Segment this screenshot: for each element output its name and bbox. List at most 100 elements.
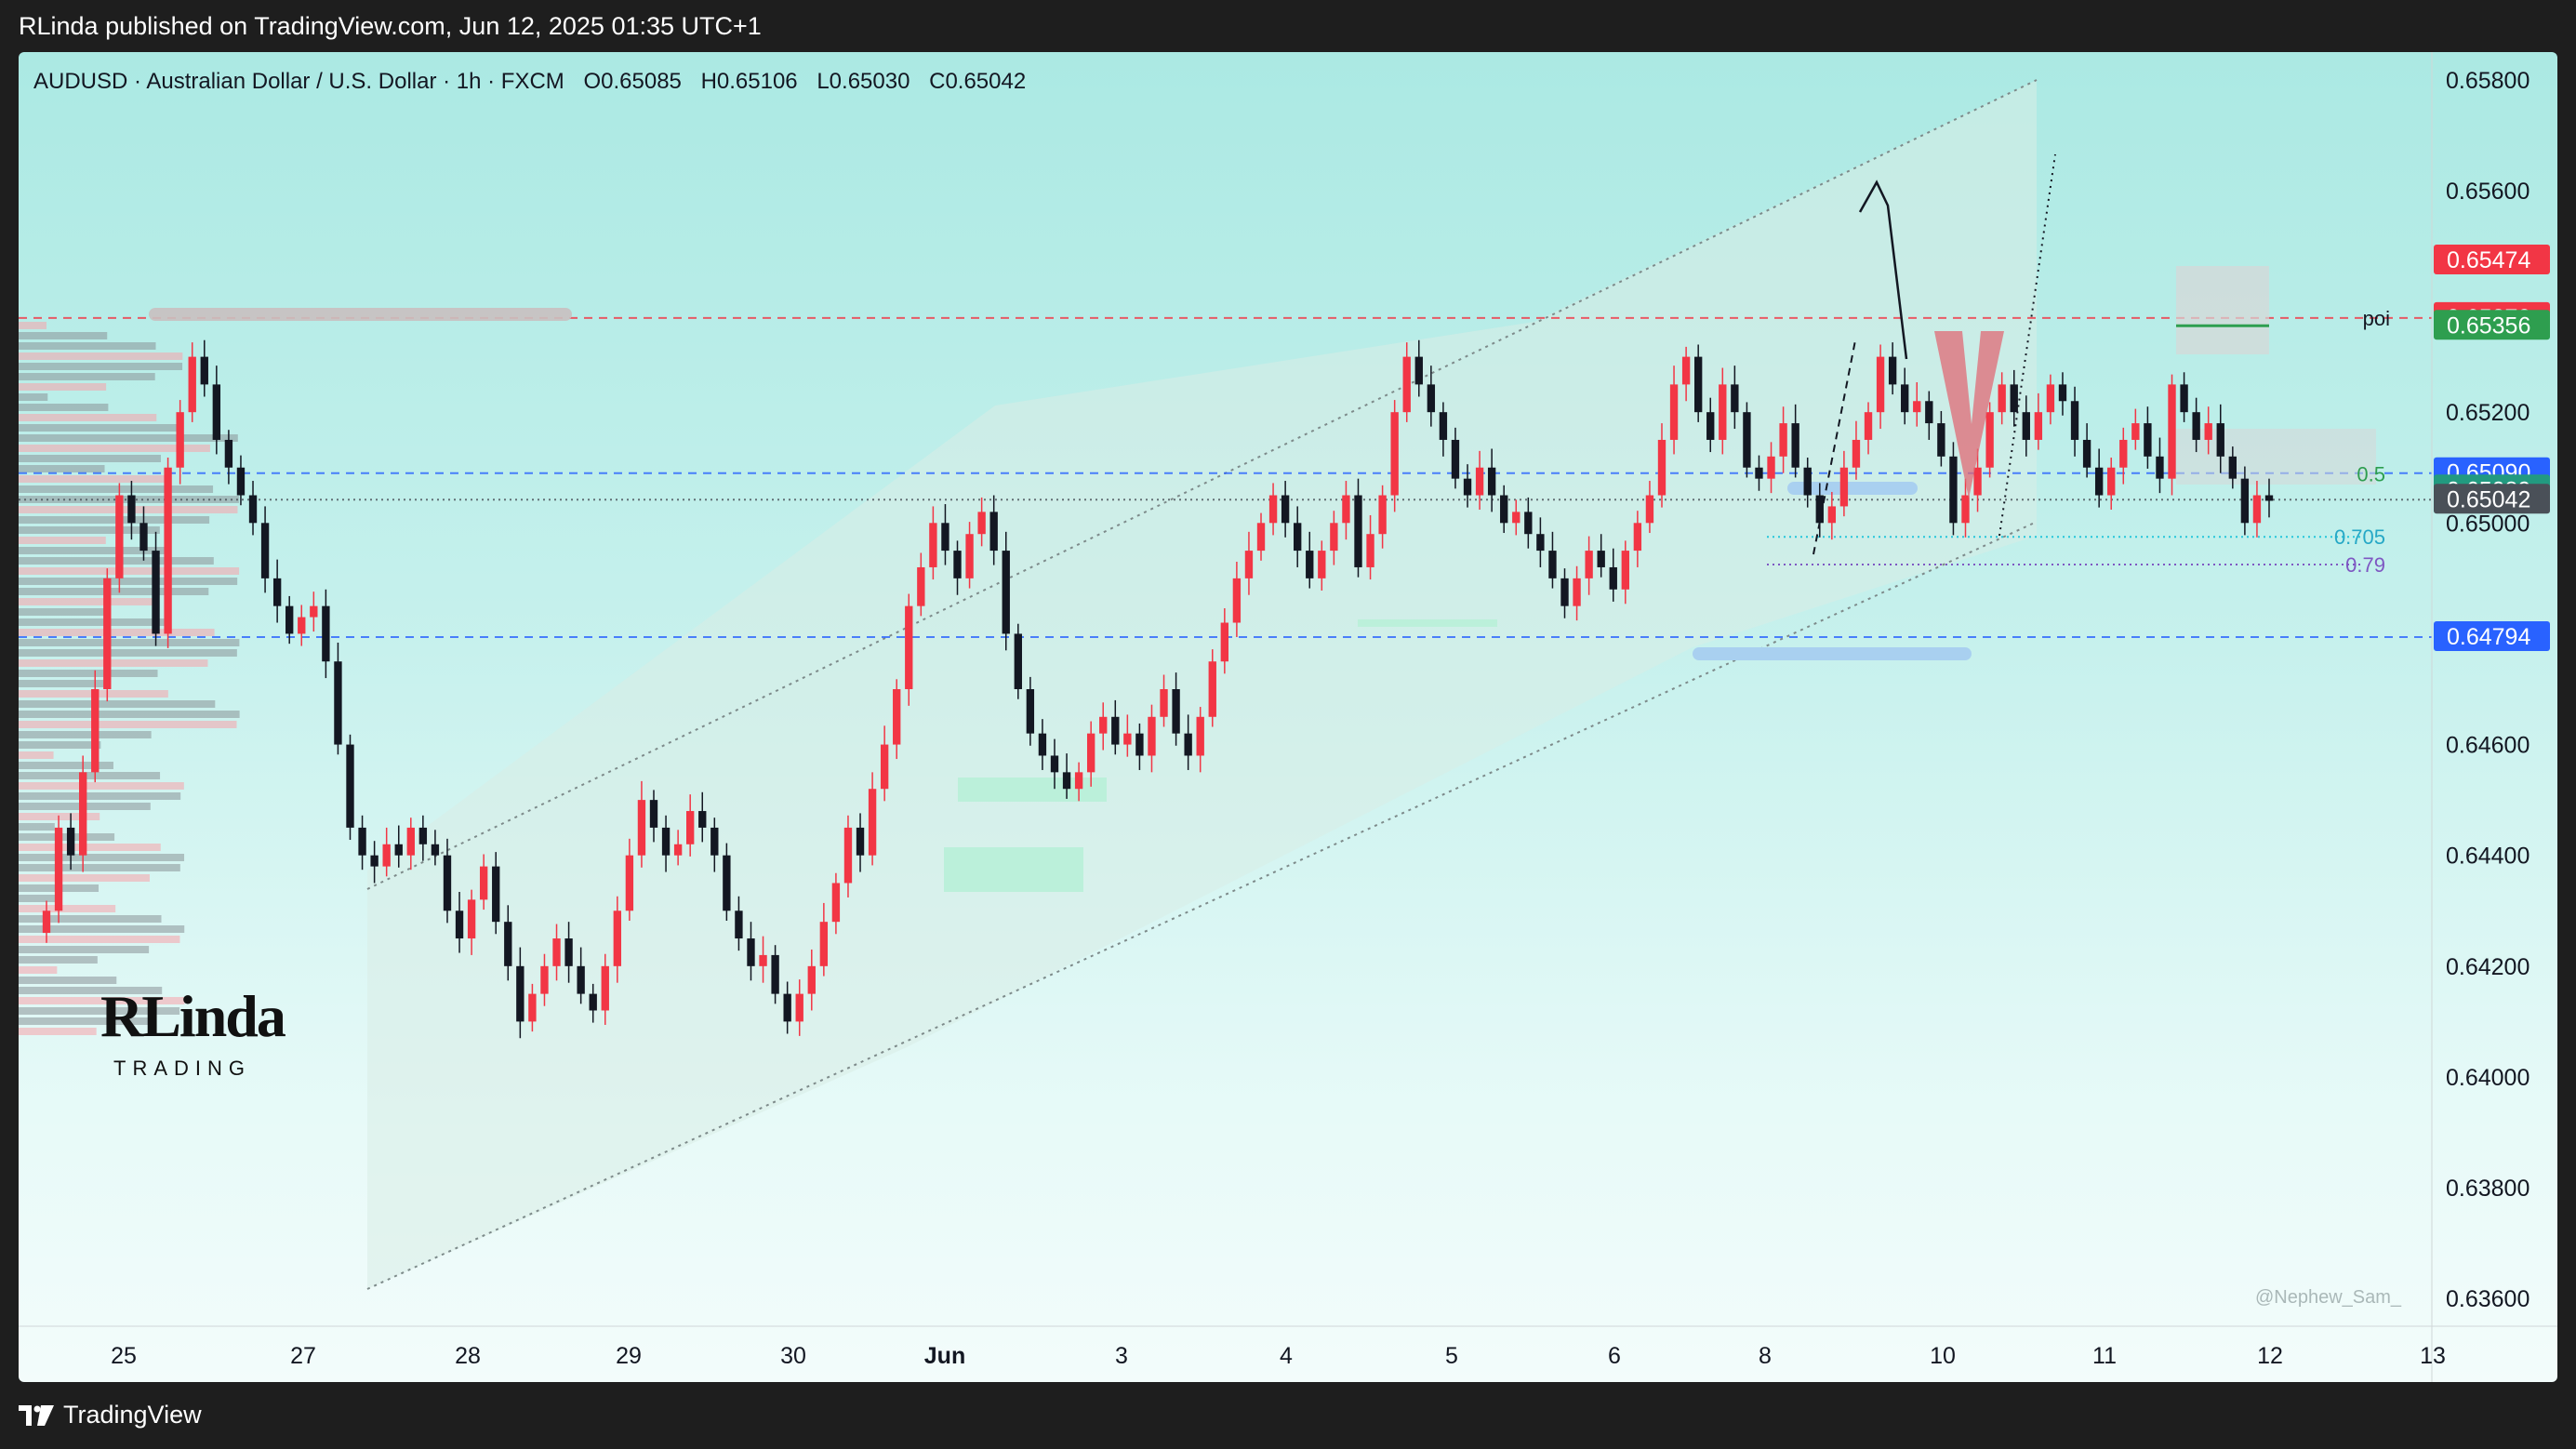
candle-body xyxy=(504,922,512,966)
fvg-zone xyxy=(958,778,1107,802)
candle-body xyxy=(2228,456,2237,479)
candle-body xyxy=(1888,356,1897,385)
x-tick-label: 27 xyxy=(290,1343,316,1369)
volume-profile-bar xyxy=(19,1028,97,1035)
candle-body xyxy=(613,911,622,966)
chart-area[interactable]: 0.65800 0.65600 0.65200 0.65000 0.64600 0.644… xyxy=(19,52,2557,1382)
price-tag[interactable]: 0.65474 xyxy=(2434,244,2550,274)
candle-body xyxy=(1487,467,1496,496)
chart-canvas[interactable]: 0.65800 0.65600 0.65200 0.65000 0.64600 0.644… xyxy=(19,52,2557,1382)
candle-body xyxy=(759,954,767,966)
candle-body xyxy=(1609,566,1617,590)
candle-body xyxy=(1390,412,1399,496)
candle-body xyxy=(79,772,87,856)
candle-body xyxy=(2058,384,2067,402)
candle-body xyxy=(1330,523,1338,552)
candle-body xyxy=(577,965,585,994)
tradingview-brand-text: TradingView xyxy=(63,1401,202,1429)
candle-body xyxy=(248,495,258,524)
candle-body xyxy=(1160,689,1168,717)
x-tick-label: 30 xyxy=(780,1343,806,1369)
candle-body xyxy=(710,827,719,856)
candle-body xyxy=(1414,356,1423,385)
candle-body xyxy=(905,605,913,689)
candle-body xyxy=(1026,689,1035,734)
candle-body xyxy=(1524,512,1533,535)
candle-body xyxy=(2070,401,2079,440)
candle-body xyxy=(929,523,937,567)
candle-body xyxy=(200,356,208,385)
candle-body xyxy=(1123,733,1132,745)
candle-body xyxy=(492,866,500,923)
candle-body xyxy=(528,993,537,1022)
annotation-label: 0.705 xyxy=(2334,525,2385,549)
candle-body xyxy=(164,467,172,634)
volume-profile-bar xyxy=(19,741,101,749)
volume-profile-bar xyxy=(19,680,109,687)
ohlc-high: H0.65106 xyxy=(700,69,798,94)
candle-body xyxy=(285,605,294,634)
candle-body xyxy=(1743,412,1751,468)
ohlc-open: O0.65085 xyxy=(583,69,682,94)
price-tag[interactable]: 0.64794 xyxy=(2434,621,2550,652)
candle-body xyxy=(394,844,403,856)
y-tick-label: 0.64200 xyxy=(2446,954,2530,980)
y-tick-label: 0.64600 xyxy=(2446,733,2530,759)
volume-profile-bar xyxy=(19,987,163,994)
rlinda-trading-logo: RLinda TRADING xyxy=(100,982,286,1103)
symbol-title[interactable]: AUDUSD · Australian Dollar / U.S. Dollar… xyxy=(33,69,564,94)
y-tick-label: 0.65000 xyxy=(2446,511,2530,537)
candle-body xyxy=(1573,578,1581,606)
candle-body xyxy=(1657,439,1666,496)
y-tick-label: 0.65800 xyxy=(2446,68,2530,94)
price-tag[interactable]: 0.65042 xyxy=(2434,484,2550,514)
candle-body xyxy=(1256,523,1266,552)
candle-body xyxy=(1074,772,1083,790)
candle-body xyxy=(103,578,112,689)
x-tick-label: 3 xyxy=(1115,1343,1128,1369)
candle-body xyxy=(1864,412,1873,440)
candle-body xyxy=(1366,534,1374,567)
volume-profile-bar xyxy=(19,393,48,401)
candle-body xyxy=(1402,356,1411,413)
candle-body xyxy=(2107,467,2116,496)
candle-body xyxy=(443,855,452,911)
candle-body xyxy=(2180,384,2188,413)
volume-profile-bar xyxy=(19,608,108,616)
candle-body xyxy=(771,954,779,994)
y-tick-label: 0.64400 xyxy=(2446,844,2530,870)
candle-body xyxy=(1002,551,1010,634)
candle-body xyxy=(2252,495,2262,524)
volume-profile-bar xyxy=(19,936,180,943)
candle-body xyxy=(1062,772,1071,790)
volume-profile-bar xyxy=(19,854,185,861)
candle-body xyxy=(1560,578,1569,606)
candle-body xyxy=(66,827,75,856)
candle-body xyxy=(2264,495,2274,501)
candle-body xyxy=(880,744,889,790)
volume-profile-bar xyxy=(19,485,214,493)
candle-body xyxy=(1767,456,1775,479)
candle-body xyxy=(831,883,841,923)
candle-body xyxy=(2022,412,2030,440)
volume-profile-bar xyxy=(19,844,161,851)
candle-body xyxy=(1937,423,1945,457)
volume-profile-bar xyxy=(19,762,113,769)
candle-body xyxy=(723,855,731,911)
candle-body xyxy=(455,911,464,939)
candle-body xyxy=(1439,412,1448,440)
volume-profile-bar xyxy=(19,547,166,554)
volume-profile-bar xyxy=(19,363,183,370)
tradingview-brand[interactable]: TradingView xyxy=(19,1401,202,1429)
symbol-info-bar: AUDUSD · Australian Dollar / U.S. Dollar… xyxy=(33,69,1026,95)
candle-body xyxy=(843,827,853,884)
candle-body xyxy=(2168,384,2176,479)
candle-body xyxy=(2131,423,2140,440)
x-tick-label: 28 xyxy=(455,1343,481,1369)
price-tag[interactable]: 0.65356 xyxy=(2434,310,2550,340)
bearish-arrow-icon xyxy=(1934,331,2004,499)
candle-body xyxy=(1099,716,1108,734)
candle-body xyxy=(686,811,695,844)
volume-profile-bar xyxy=(19,649,237,657)
candle-body xyxy=(382,844,391,867)
